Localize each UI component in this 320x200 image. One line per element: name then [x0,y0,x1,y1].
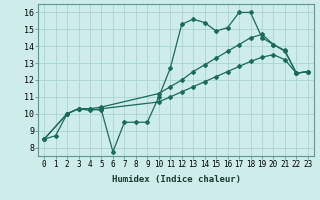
X-axis label: Humidex (Indice chaleur): Humidex (Indice chaleur) [111,175,241,184]
